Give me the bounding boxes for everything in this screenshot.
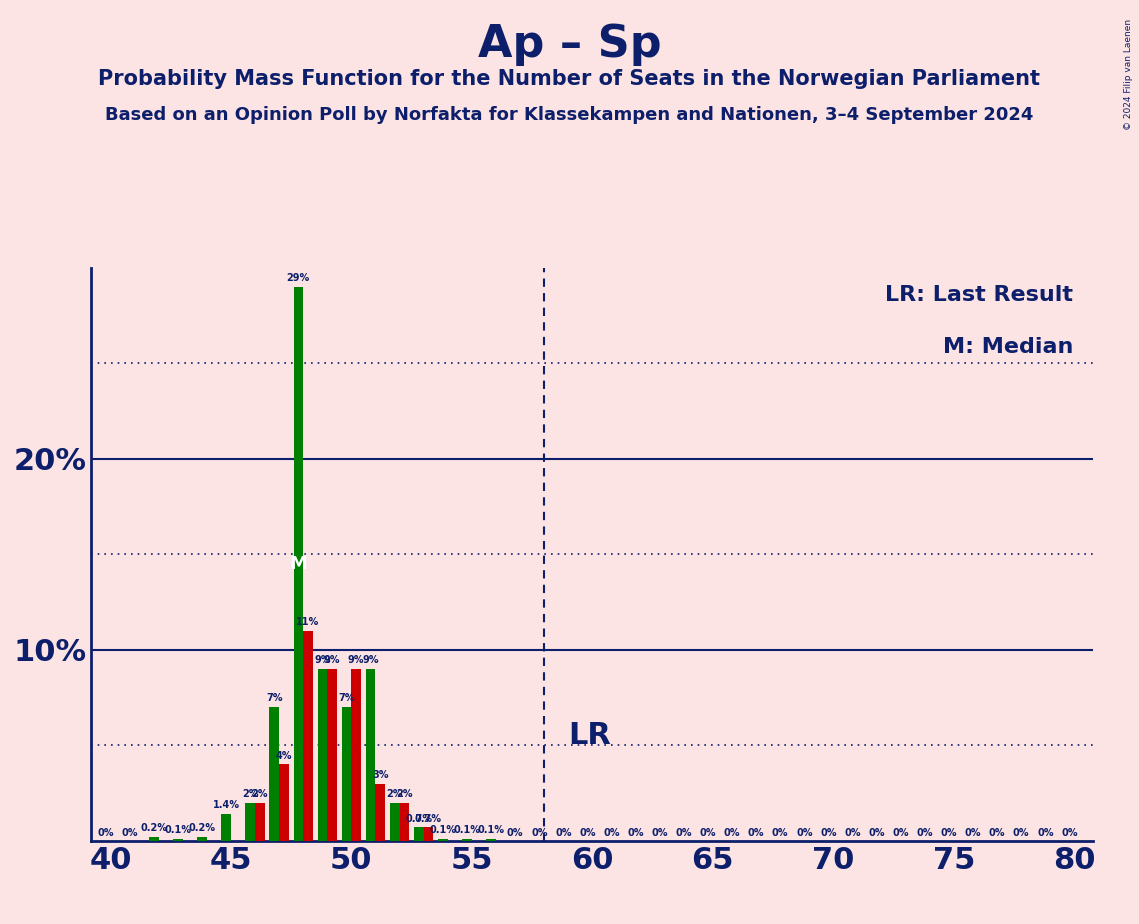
- Bar: [424, 828, 433, 841]
- Text: 0.1%: 0.1%: [164, 825, 191, 835]
- Bar: [270, 707, 279, 841]
- Bar: [439, 839, 448, 841]
- Bar: [221, 814, 231, 841]
- Bar: [245, 803, 255, 841]
- Text: 0%: 0%: [965, 828, 981, 838]
- Text: 0%: 0%: [820, 828, 837, 838]
- Bar: [390, 803, 400, 841]
- Text: 0%: 0%: [941, 828, 957, 838]
- Bar: [413, 828, 424, 841]
- Text: 0%: 0%: [917, 828, 933, 838]
- Text: 0%: 0%: [652, 828, 667, 838]
- Text: 0%: 0%: [868, 828, 885, 838]
- Bar: [486, 839, 495, 841]
- Text: Ap – Sp: Ap – Sp: [477, 23, 662, 67]
- Text: 0.2%: 0.2%: [140, 823, 167, 833]
- Text: 2%: 2%: [241, 789, 259, 799]
- Text: 2%: 2%: [396, 789, 412, 799]
- Text: 0%: 0%: [628, 828, 644, 838]
- Bar: [351, 669, 361, 841]
- Text: 0%: 0%: [675, 828, 693, 838]
- Text: 0.1%: 0.1%: [429, 825, 457, 835]
- Text: 3%: 3%: [372, 770, 388, 780]
- Bar: [294, 287, 303, 841]
- Bar: [366, 669, 376, 841]
- Bar: [376, 784, 385, 841]
- Text: LR: LR: [568, 722, 611, 750]
- Text: 0%: 0%: [97, 828, 114, 838]
- Text: 0%: 0%: [772, 828, 788, 838]
- Bar: [400, 803, 409, 841]
- Text: 9%: 9%: [362, 655, 379, 665]
- Text: 0%: 0%: [723, 828, 740, 838]
- Text: 0%: 0%: [844, 828, 861, 838]
- Text: 0%: 0%: [604, 828, 620, 838]
- Text: 0%: 0%: [989, 828, 1006, 838]
- Text: 0.1%: 0.1%: [453, 825, 481, 835]
- Text: 0%: 0%: [699, 828, 716, 838]
- Text: 0%: 0%: [507, 828, 524, 838]
- Text: M: M: [289, 555, 308, 573]
- Text: M: Median: M: Median: [943, 336, 1073, 357]
- Text: 2%: 2%: [386, 789, 403, 799]
- Text: 0%: 0%: [1013, 828, 1030, 838]
- Text: 0%: 0%: [531, 828, 548, 838]
- Text: 0%: 0%: [1062, 828, 1077, 838]
- Text: 0%: 0%: [748, 828, 764, 838]
- Text: 0%: 0%: [580, 828, 596, 838]
- Text: Based on an Opinion Poll by Norfakta for Klassekampen and Nationen, 3–4 Septembe: Based on an Opinion Poll by Norfakta for…: [105, 106, 1034, 124]
- Bar: [303, 631, 313, 841]
- Bar: [342, 707, 351, 841]
- Text: 7%: 7%: [338, 693, 354, 703]
- Bar: [255, 803, 264, 841]
- Text: 0%: 0%: [893, 828, 909, 838]
- Text: 0%: 0%: [555, 828, 572, 838]
- Text: 1.4%: 1.4%: [213, 800, 239, 810]
- Text: LR: Last Result: LR: Last Result: [885, 286, 1073, 305]
- Bar: [327, 669, 337, 841]
- Text: Probability Mass Function for the Number of Seats in the Norwegian Parliament: Probability Mass Function for the Number…: [98, 69, 1041, 90]
- Bar: [279, 764, 288, 841]
- Text: 4%: 4%: [276, 750, 292, 760]
- Text: 9%: 9%: [347, 655, 364, 665]
- Text: 7%: 7%: [267, 693, 282, 703]
- Bar: [197, 837, 207, 841]
- Bar: [318, 669, 327, 841]
- Text: © 2024 Filip van Laenen: © 2024 Filip van Laenen: [1124, 18, 1133, 129]
- Bar: [173, 839, 182, 841]
- Text: 9%: 9%: [323, 655, 341, 665]
- Bar: [149, 837, 158, 841]
- Text: 0.7%: 0.7%: [405, 814, 433, 823]
- Text: 0.1%: 0.1%: [477, 825, 505, 835]
- Text: 0.7%: 0.7%: [415, 814, 442, 823]
- Text: 29%: 29%: [287, 274, 310, 284]
- Text: 0%: 0%: [122, 828, 138, 838]
- Text: 2%: 2%: [252, 789, 268, 799]
- Text: 11%: 11%: [296, 617, 320, 627]
- Text: 0.2%: 0.2%: [188, 823, 215, 833]
- Text: 9%: 9%: [314, 655, 330, 665]
- Text: 0%: 0%: [1036, 828, 1054, 838]
- Bar: [462, 839, 472, 841]
- Text: 0%: 0%: [796, 828, 812, 838]
